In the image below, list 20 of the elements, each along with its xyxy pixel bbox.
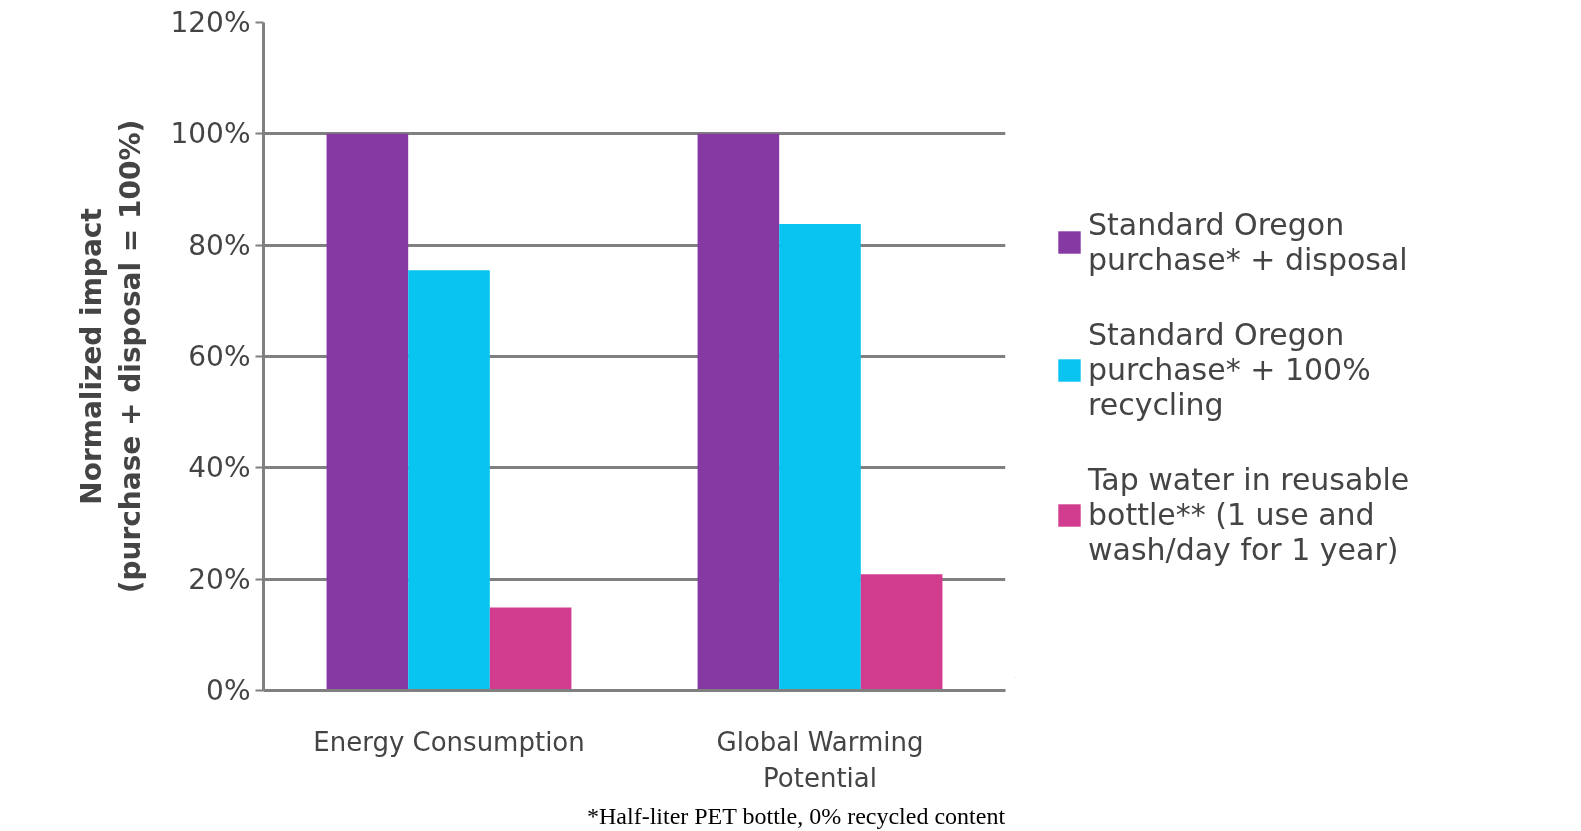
- x-tick-label: Global Warming Potential: [716, 726, 924, 793]
- legend-label: Standard Oregon purchase* + disposal: [1088, 207, 1408, 277]
- text: *Half-liter PET bottle, 0% recycled content: [586, 802, 1006, 829]
- y-tick-label: 20%: [188, 562, 251, 596]
- y-tick-label: 0%: [206, 674, 251, 707]
- bar: [408, 270, 490, 691]
- legend-label: Tap water in reusable bottle** (1 use and wash/day for 1 year): [1088, 462, 1410, 567]
- bar: [326, 133, 409, 691]
- y-tick-label: 80%: [188, 228, 251, 262]
- bar: [779, 224, 861, 691]
- y-tick-label: 40%: [188, 451, 251, 485]
- y-tick-label: 60%: [188, 340, 251, 373]
- bar: [860, 574, 943, 691]
- y-tick-label: 100%: [170, 117, 251, 151]
- y-tick-label: 120%: [170, 6, 251, 39]
- bar: [697, 133, 780, 691]
- legend-label: Standard Oregon purchase* + 100% recycling: [1088, 317, 1371, 422]
- bar: [489, 607, 572, 691]
- x-tick-label: Energy Consumption: [313, 726, 585, 757]
- y-axis-title: Normalized impact (purchase + disposal = 100%): [74, 119, 148, 594]
